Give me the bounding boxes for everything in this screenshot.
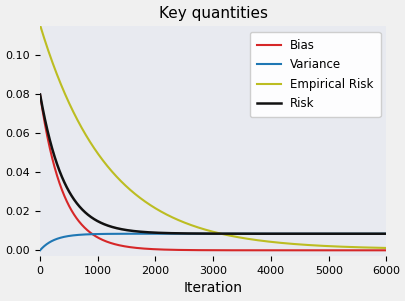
Line: Empirical Risk: Empirical Risk bbox=[40, 25, 386, 248]
Bias bbox=[275, 249, 280, 252]
Line: Risk: Risk bbox=[40, 95, 386, 234]
Bias bbox=[307, 249, 312, 252]
Risk bbox=[177, 231, 182, 235]
Empirical Risk bbox=[383, 246, 388, 250]
Bias bbox=[190, 248, 194, 252]
Bias bbox=[383, 249, 388, 252]
Variance bbox=[383, 232, 388, 235]
Variance bbox=[73, 233, 78, 237]
Empirical Risk bbox=[38, 23, 43, 27]
Variance bbox=[307, 232, 312, 235]
Variance bbox=[190, 232, 194, 235]
Line: Variance: Variance bbox=[40, 234, 386, 250]
Variance bbox=[313, 232, 318, 235]
Risk bbox=[38, 93, 43, 96]
Bias bbox=[177, 248, 182, 252]
Bias bbox=[38, 93, 43, 96]
Bias bbox=[73, 215, 78, 219]
Empirical Risk bbox=[275, 241, 280, 244]
Empirical Risk bbox=[177, 219, 182, 223]
Empirical Risk bbox=[313, 244, 318, 247]
Variance bbox=[275, 232, 280, 235]
Variance bbox=[177, 232, 182, 235]
Empirical Risk bbox=[307, 243, 312, 247]
Variance bbox=[38, 248, 43, 252]
Empirical Risk bbox=[73, 114, 78, 118]
Risk bbox=[275, 232, 280, 235]
Legend: Bias, Variance, Empirical Risk, Risk: Bias, Variance, Empirical Risk, Risk bbox=[249, 32, 379, 117]
Risk bbox=[307, 232, 312, 235]
X-axis label: Iteration: Iteration bbox=[183, 281, 242, 296]
Risk bbox=[383, 232, 388, 235]
Risk bbox=[190, 232, 194, 235]
Risk bbox=[73, 200, 78, 203]
Risk bbox=[313, 232, 318, 235]
Title: Key quantities: Key quantities bbox=[158, 5, 267, 20]
Empirical Risk bbox=[190, 224, 194, 228]
Bias bbox=[313, 249, 318, 252]
Line: Bias: Bias bbox=[40, 95, 386, 250]
